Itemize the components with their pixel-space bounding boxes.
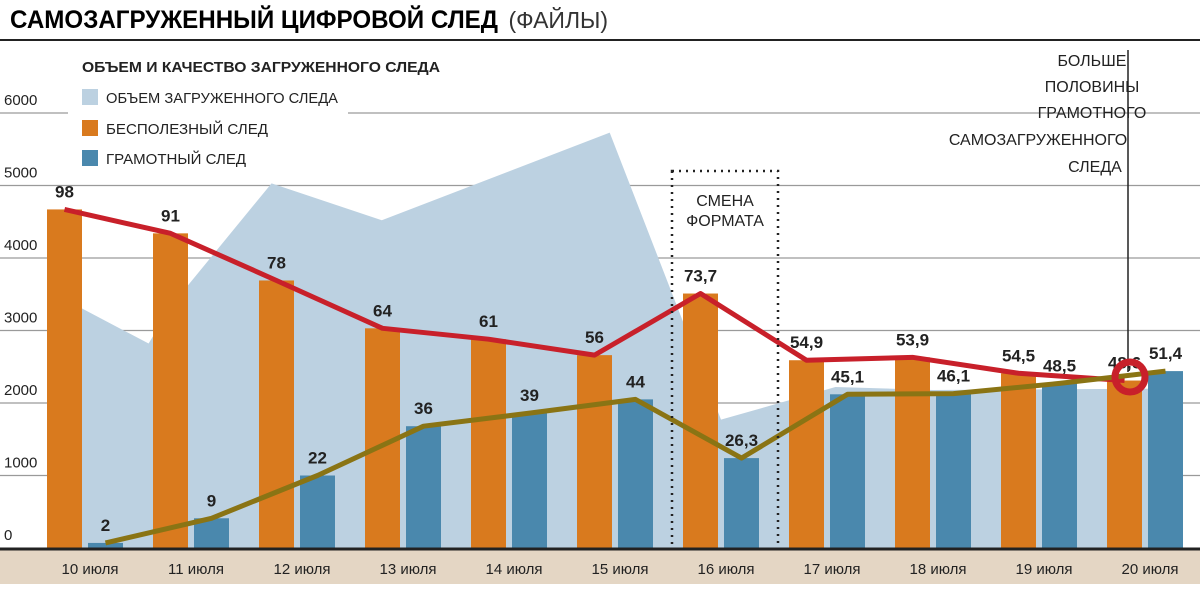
legend-label-volume: ОБЪЕМ ЗАГРУЖЕННОГО СЛЕДА xyxy=(106,90,338,107)
y-tick-label: 1000 xyxy=(4,455,37,472)
useless-percent-label: 56 xyxy=(585,328,604,347)
literate-bar xyxy=(300,475,335,548)
literate-percent-label: 2 xyxy=(101,516,110,535)
x-tick-label: 19 июля xyxy=(1015,561,1072,578)
majority-line3: ГРАМОТНОГО xyxy=(1038,105,1147,122)
format-change-box xyxy=(670,169,780,589)
literate-percent-label: 26,3 xyxy=(725,431,758,450)
x-axis-labels: 10 июля 11 июля 12 июля 13 июля 14 июля 15 ию… xyxy=(61,561,1178,578)
useless-bar xyxy=(577,355,612,548)
useless-bar xyxy=(1001,373,1036,548)
y-tick-label: 5000 xyxy=(4,165,37,182)
literate-percent-label: 48,5 xyxy=(1043,356,1076,375)
y-tick-label: 0 xyxy=(4,527,12,544)
useless-percent-label: 61 xyxy=(479,312,498,331)
bars xyxy=(47,209,1183,549)
y-tick-label: 4000 xyxy=(4,237,37,254)
useless-bar xyxy=(789,360,824,548)
literate-percent-label: 36 xyxy=(414,399,433,418)
x-tick-label: 16 июля xyxy=(697,561,754,578)
x-tick-label: 11 июля xyxy=(168,561,224,578)
literate-bar xyxy=(406,426,441,548)
useless-bar xyxy=(259,280,294,548)
literate-percent-label: 22 xyxy=(308,449,327,468)
literate-bar xyxy=(1148,371,1183,548)
x-tick-label: 10 июля xyxy=(61,561,118,578)
legend-swatch-volume xyxy=(82,89,98,105)
useless-percent-label: 78 xyxy=(267,253,286,272)
x-tick-label: 13 июля xyxy=(379,561,436,578)
literate-bar xyxy=(1042,383,1077,548)
format-change-line1: СМЕНА xyxy=(696,193,754,210)
x-tick-label: 18 июля xyxy=(909,561,966,578)
literate-percent-label: 9 xyxy=(207,491,216,510)
majority-line4: САМОЗАГРУЖЕННОГО xyxy=(949,132,1127,149)
useless-percent-label: 53,9 xyxy=(896,330,929,349)
useless-percent-label: 98 xyxy=(55,182,74,201)
title-bold: САМОЗАГРУЖЕННЫЙ ЦИФРОВОЙ СЛЕД xyxy=(10,4,498,34)
literate-percent-label: 51,4 xyxy=(1149,344,1183,363)
majority-line1: БОЛЬШЕ xyxy=(1058,53,1127,70)
useless-bar xyxy=(471,339,506,548)
y-tick-label: 6000 xyxy=(4,92,37,109)
legend-label-useless: БЕСПОЛЕЗНЫЙ СЛЕД xyxy=(106,120,268,138)
legend-swatch-literate xyxy=(82,150,98,166)
literate-bar xyxy=(724,458,759,548)
useless-percent-label: 91 xyxy=(161,206,180,225)
literate-percent-label: 46,1 xyxy=(937,367,970,386)
format-change-line2: ФОРМАТА xyxy=(686,213,764,230)
legend: ОБЪЕМ И КАЧЕСТВО ЗАГРУЖЕННОГО СЛЕДА ОБЪЕ… xyxy=(68,50,440,170)
literate-percent-label: 39 xyxy=(520,386,539,405)
literate-bar xyxy=(936,393,971,548)
y-tick-label: 2000 xyxy=(4,382,37,399)
useless-percent-label: 54,5 xyxy=(1002,346,1035,365)
useless-bar xyxy=(153,233,188,548)
useless-bar xyxy=(895,357,930,548)
x-tick-label: 14 июля xyxy=(485,561,542,578)
legend-swatch-useless xyxy=(82,120,98,136)
x-axis-band xyxy=(0,550,1200,584)
useless-bar xyxy=(47,209,82,549)
useless-trend-line xyxy=(63,206,1125,384)
majority-line5: СЛЕДА xyxy=(1068,159,1122,176)
format-change-annotation: СМЕНА ФОРМАТА xyxy=(670,169,780,589)
trend-lines xyxy=(63,206,1166,546)
literate-percent-label: 45,1 xyxy=(831,367,864,386)
useless-percent-label: 54,9 xyxy=(790,333,823,352)
useless-bar xyxy=(683,293,718,548)
literate-percent-label: 44 xyxy=(626,372,645,391)
crossover-circle xyxy=(1111,358,1149,396)
y-tick-label: 3000 xyxy=(4,310,37,327)
useless-percent-label: 64 xyxy=(373,301,392,320)
literate-bar xyxy=(618,399,653,548)
legend-background xyxy=(68,50,348,170)
literate-trend-line xyxy=(104,368,1166,546)
chart-title: САМОЗАГРУЖЕННЫЙ ЦИФРОВОЙ СЛЕД (ФАЙЛЫ) xyxy=(10,4,608,34)
literate-bar xyxy=(830,394,865,548)
literate-bar xyxy=(512,413,547,548)
x-tick-label: 20 июля xyxy=(1121,561,1178,578)
legend-label-literate: ГРАМОТНЫЙ СЛЕД xyxy=(106,150,246,168)
x-tick-label: 15 июля xyxy=(591,561,648,578)
useless-bar xyxy=(1107,380,1142,548)
title-light: (ФАЙЛЫ) xyxy=(508,6,608,33)
majority-line2: ПОЛОВИНЫ xyxy=(1045,79,1140,96)
majority-annotation: БОЛЬШЕ ПОЛОВИНЫ ГРАМОТНОГО САМОЗАГРУЖЕНН… xyxy=(949,50,1149,396)
x-tick-label: 17 июля xyxy=(803,561,860,578)
legend-title: ОБЪЕМ И КАЧЕСТВО ЗАГРУЖЕННОГО СЛЕДА xyxy=(82,59,440,76)
x-tick-label: 12 июля xyxy=(273,561,330,578)
useless-percent-label: 73,7 xyxy=(684,267,717,286)
literate-bar xyxy=(88,542,123,548)
